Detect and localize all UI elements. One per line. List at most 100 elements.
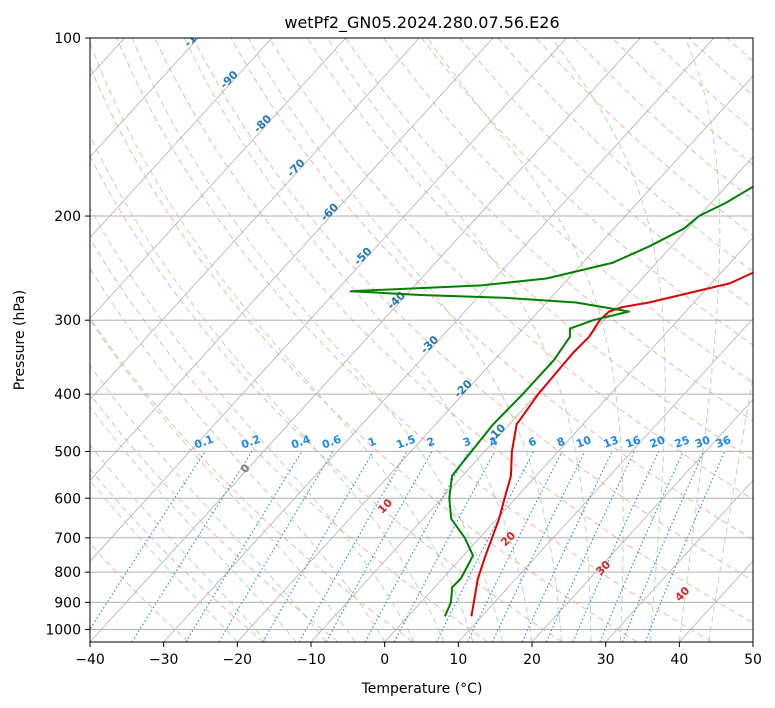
isotherm-line-11 — [90, 38, 567, 562]
moist-adiabat-5 — [90, 267, 386, 642]
x-axis: −40 −30 −20 −10 0 10 20 30 40 50 — [75, 642, 762, 668]
y-tick-label-2: 800 — [54, 565, 81, 581]
isotherm-line-12 — [90, 38, 641, 642]
mixing-ratio-label-10: 8 — [555, 435, 567, 450]
y-tick-label-6: 400 — [54, 387, 81, 403]
x-tick-label-4: 0 — [380, 652, 389, 668]
y-tick-label-0: 1000 — [45, 622, 81, 638]
isotherm-line-7 — [90, 38, 273, 239]
y-tick-label-1: 900 — [54, 595, 81, 611]
x-tick-label-7: 30 — [597, 652, 615, 668]
mixing-ratio-label-11: 10 — [574, 433, 593, 451]
mixing-ratio-line-6 — [325, 451, 433, 642]
moist-adiabat-1 — [90, 444, 268, 642]
moist-adiabat-3 — [90, 364, 327, 642]
dry-adiabat-8 — [154, 38, 753, 624]
moist-adiabat-7 — [90, 134, 445, 642]
y-axis-label: Pressure (hPa) — [12, 290, 28, 390]
x-tick-label-9: 50 — [744, 652, 762, 668]
mixing-ratio-label-0: 0.1 — [193, 433, 216, 452]
y-axis: 1000 900 800 700 600 500 400 300 200 100 — [45, 31, 90, 638]
dry-adiabat-4 — [90, 237, 488, 642]
mixing-ratio-label-9: 6 — [527, 435, 539, 450]
mixing-ratio-label-6: 2 — [425, 435, 437, 450]
y-tick-label-9: 100 — [54, 31, 81, 47]
moist-adiabat-8 — [90, 40, 474, 642]
isotherm-line-14 — [237, 75, 753, 642]
moist-adiabat-16 — [708, 374, 753, 642]
mixing-ratio-label-12: 13 — [602, 433, 621, 450]
isotherm-line-10 — [90, 38, 494, 481]
x-tick-label-6: 20 — [523, 652, 541, 668]
mixing-ratio-line-16 — [621, 451, 705, 642]
dry-adiabat-10 — [230, 38, 753, 541]
moist-adiabat-13 — [426, 38, 624, 642]
mixing-ratio-line-15 — [599, 451, 684, 642]
mixing-ratio-line-0 — [90, 451, 206, 631]
moist-adiabat-4 — [90, 319, 356, 642]
dry-adiabat-16 — [459, 38, 753, 309]
y-tick-label-5: 500 — [54, 444, 81, 460]
x-tick-label-3: −10 — [296, 652, 326, 668]
mixing-ratio-label-4: 1 — [366, 435, 378, 450]
dry-adiabat-0 — [90, 542, 190, 642]
mixing-ratio-label-3: 0.6 — [320, 433, 343, 452]
moist-adiabat-11 — [247, 38, 562, 642]
mixing-ratio-label-7: 3 — [461, 435, 473, 450]
y-tick-label-7: 300 — [54, 313, 81, 329]
chart-title: wetPf2_GN05.2024.280.07.56.E26 — [284, 13, 559, 33]
mixing-ratio-line-5 — [298, 451, 408, 642]
dry-adiabat-2 — [90, 393, 339, 642]
moist-adiabat-14 — [551, 38, 666, 642]
moist-adiabat-10 — [183, 38, 533, 642]
moist-adiabat-9 — [131, 38, 503, 642]
dry-adiabat-9 — [192, 38, 753, 582]
moist-adiabat-6 — [90, 207, 415, 642]
dry-adiabat-13 — [345, 38, 753, 422]
isotherm-line-13 — [163, 38, 715, 642]
x-tick-label-1: −30 — [149, 652, 179, 668]
temperature-profile — [470, 271, 753, 617]
mixing-ratio-label-5: 1.5 — [395, 433, 418, 452]
dewpoint-profile — [349, 185, 753, 617]
dry-adiabat-11 — [268, 38, 753, 500]
y-tick-label-8: 200 — [54, 209, 81, 225]
mixing-ratio-line-7 — [364, 451, 469, 642]
x-axis-label: Temperature (°C) — [361, 681, 483, 697]
isotherm-line-8 — [90, 38, 346, 320]
mixing-ratio-label-8: 4 — [488, 435, 500, 450]
dry-adiabat-5 — [90, 154, 563, 642]
x-tick-label-0: −40 — [75, 652, 105, 668]
mixing-ratio-label-1: 0.2 — [239, 433, 262, 452]
x-tick-label-5: 10 — [449, 652, 467, 668]
mixing-ratio-label-13: 16 — [624, 433, 643, 451]
isotherm-line-18 — [531, 398, 753, 642]
mixing-ratio-label-2: 0.4 — [289, 433, 312, 452]
mixing-ratio-label-17: 36 — [714, 433, 733, 451]
y-tick-label-4: 600 — [54, 491, 81, 507]
y-tick-label-3: 700 — [54, 531, 81, 547]
isotherm-line-9 — [90, 38, 420, 401]
dry-adiabat-7 — [116, 38, 712, 642]
mixing-ratio-label-14: 20 — [648, 433, 667, 451]
plot-frame — [89, 37, 754, 643]
mixing-ratio-line-10 — [467, 451, 563, 642]
mixing-ratio-line-14 — [572, 451, 660, 642]
moist-adiabat-2 — [90, 406, 297, 642]
moist-adiabat-15 — [678, 38, 721, 642]
isotherm-line-6 — [90, 38, 199, 158]
dry-adiabat-1 — [90, 468, 264, 642]
x-tick-label-2: −20 — [223, 652, 253, 668]
mixing-ratio-line-2 — [185, 451, 303, 642]
mixing-ratio-label-15: 25 — [673, 433, 692, 450]
isotherm-line-16 — [384, 237, 753, 642]
mixing-ratio-line-17 — [644, 451, 726, 642]
mixing-ratio-line-9 — [435, 451, 535, 642]
isotherm-label-0: -100 — [181, 21, 210, 50]
mixing-ratio-label-16: 30 — [693, 433, 712, 451]
isotherm-line-17 — [458, 317, 753, 642]
x-tick-label-8: 40 — [670, 652, 688, 668]
isotherm-line-19 — [605, 479, 753, 642]
